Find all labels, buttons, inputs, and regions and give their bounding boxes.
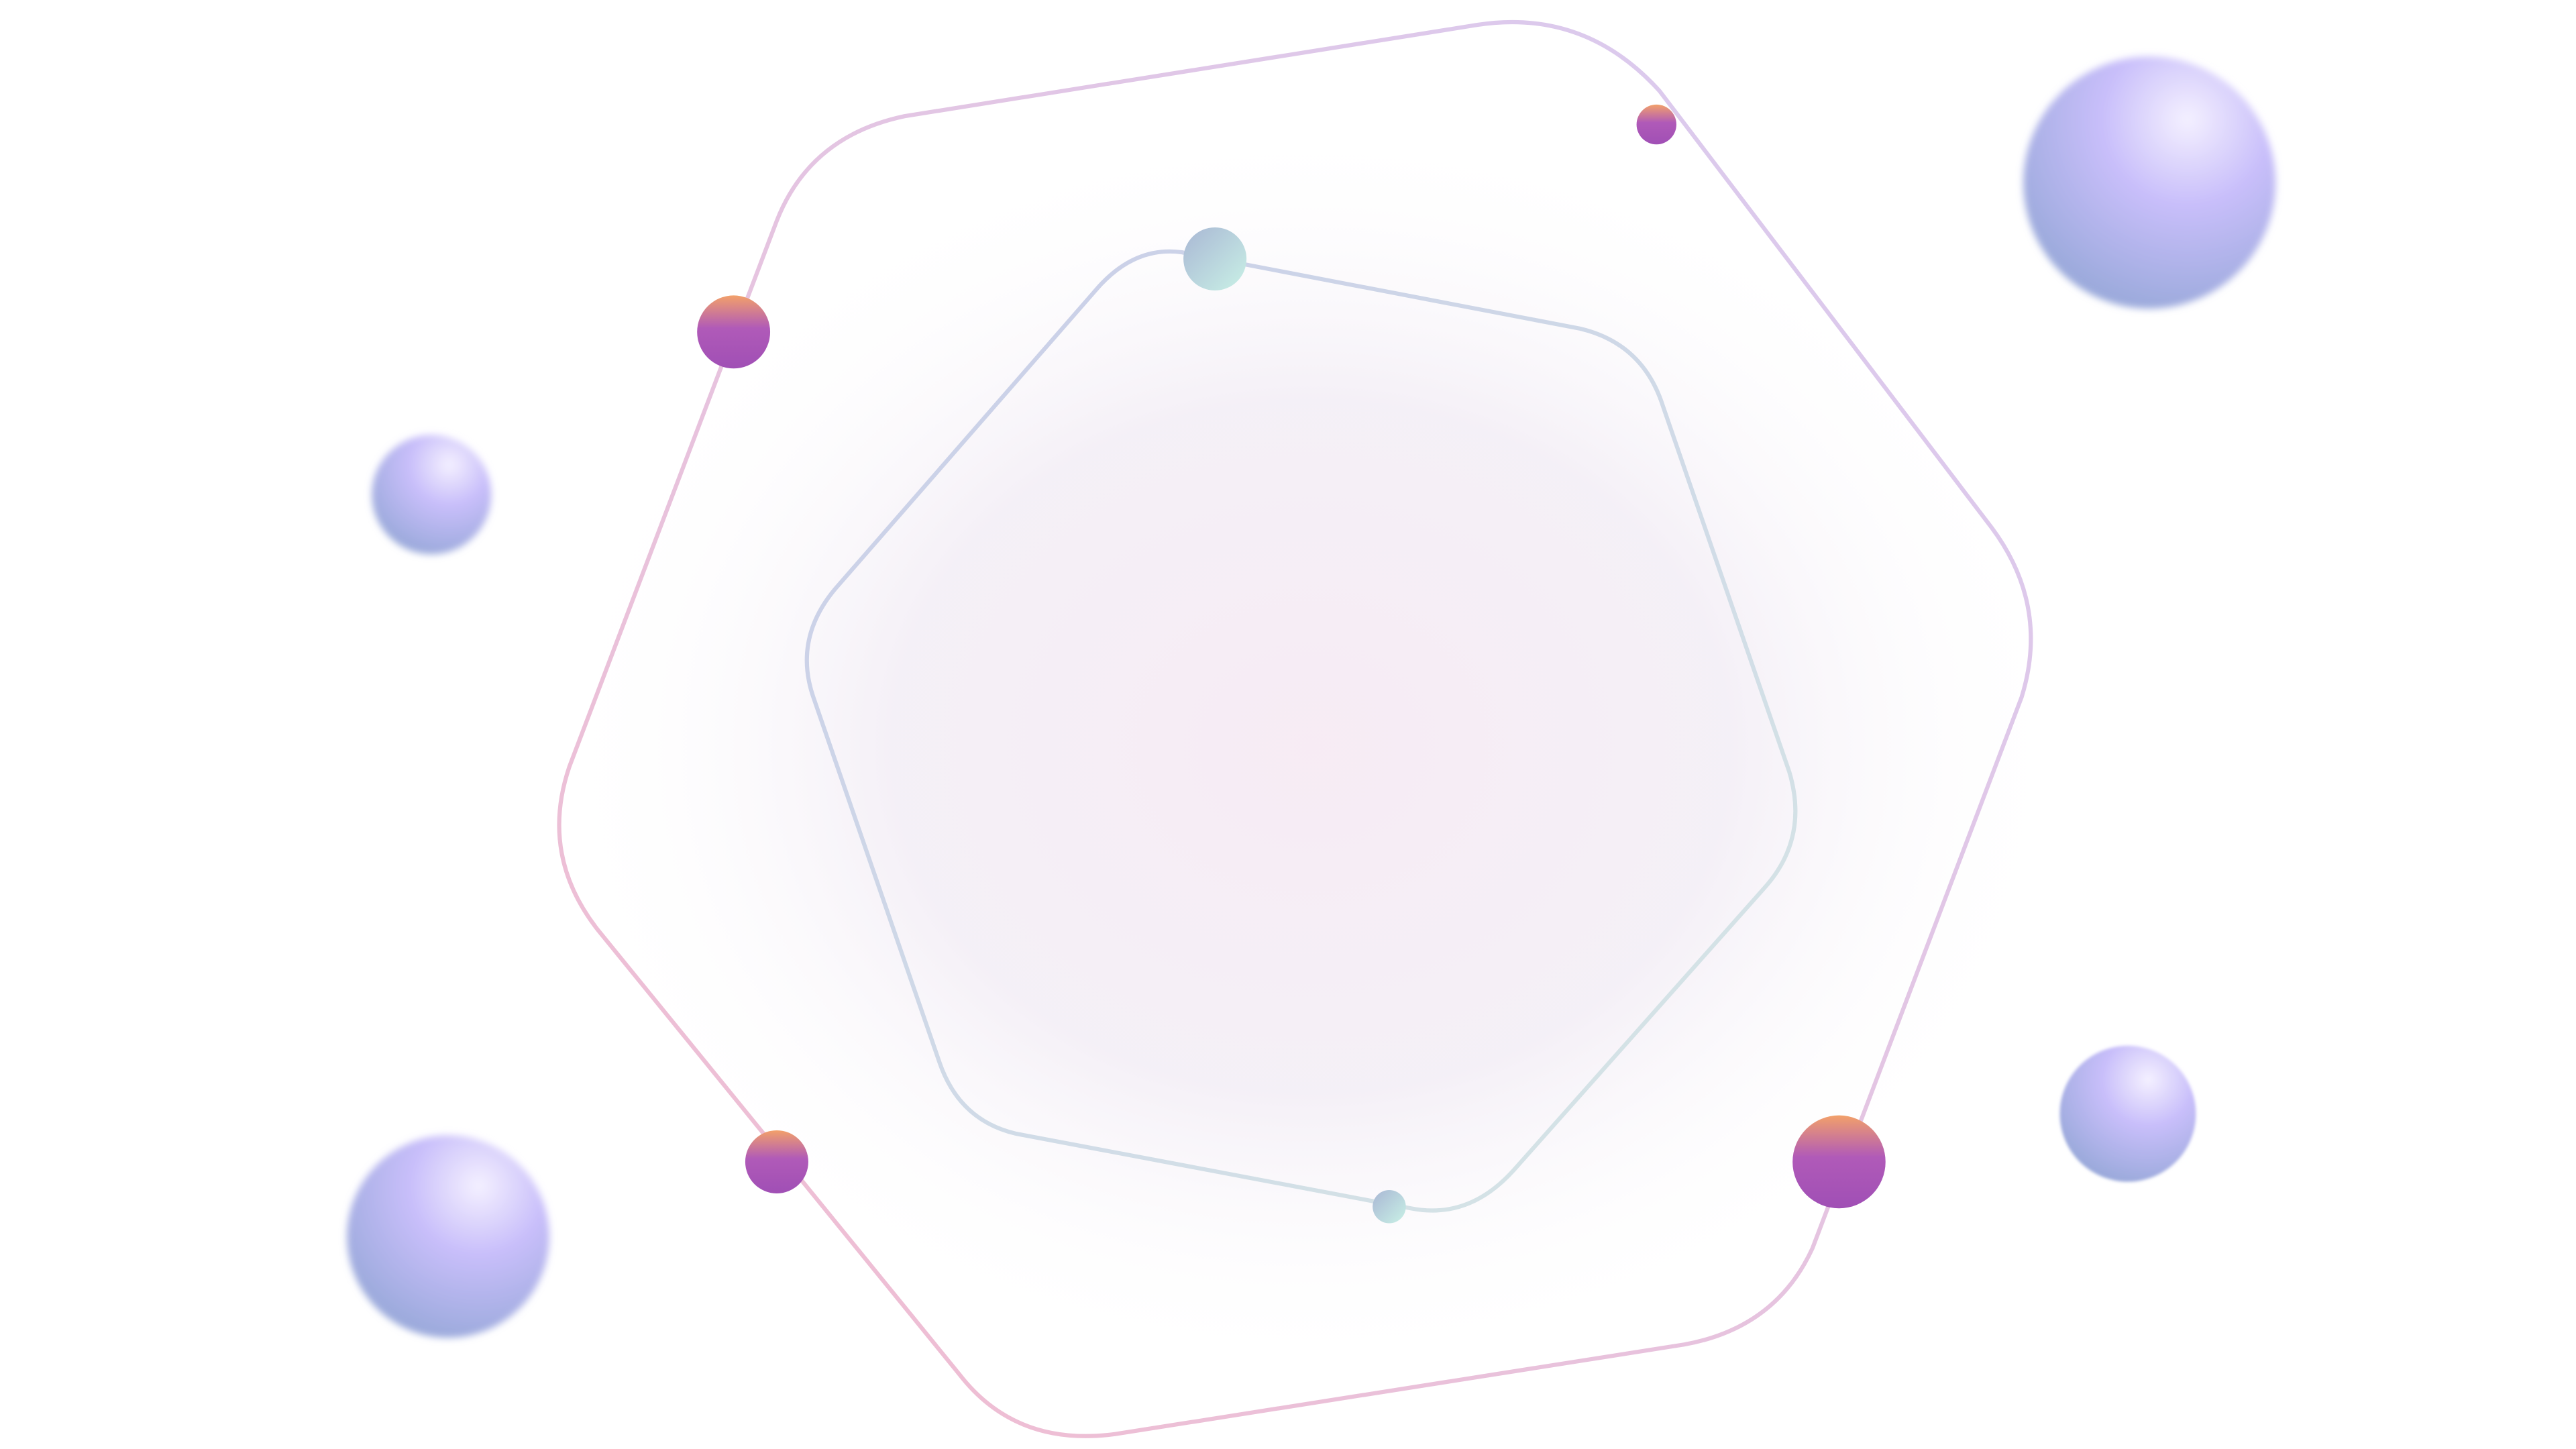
inner-hexagon (804, 249, 1798, 1213)
sphere (2023, 56, 2276, 309)
center-glow (547, 116, 2075, 1378)
orb (1636, 104, 1676, 145)
sphere (372, 435, 492, 555)
sphere (347, 1135, 549, 1338)
orb-teal (1183, 227, 1247, 290)
sphere (2059, 1045, 2196, 1182)
orb-teal (1373, 1190, 1406, 1224)
orb (697, 295, 771, 369)
orb (1792, 1115, 1886, 1209)
orb (745, 1130, 808, 1193)
outer-hexagon (557, 19, 2033, 1438)
